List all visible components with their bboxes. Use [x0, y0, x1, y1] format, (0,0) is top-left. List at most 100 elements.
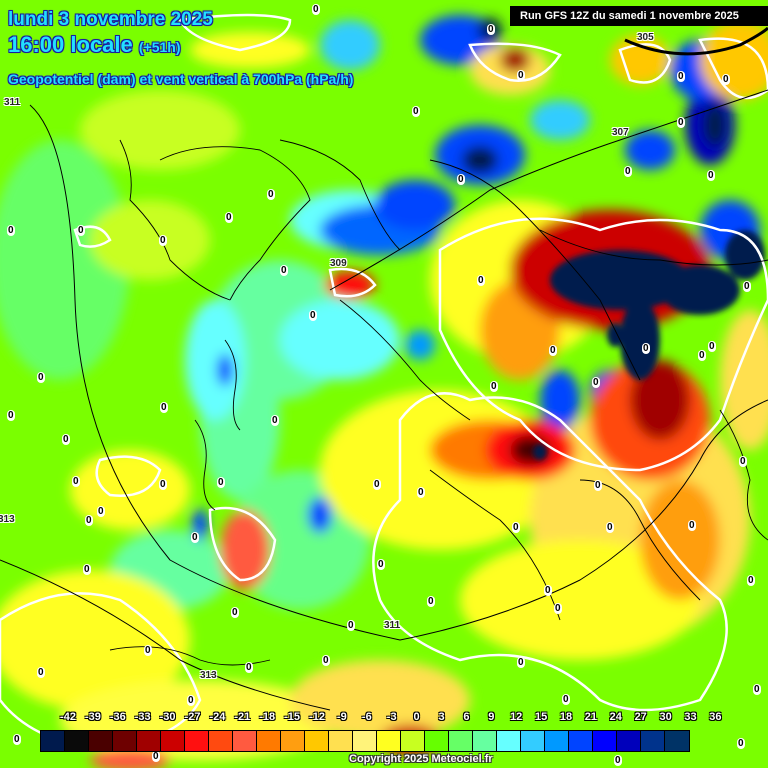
zero-contour-label: 0 [722, 74, 730, 85]
geopotential-label: 311 [384, 620, 401, 631]
zero-contour-label: 0 [688, 520, 696, 531]
colorbar-swatch [233, 731, 257, 751]
vertical-wind-field [0, 15, 768, 768]
colorbar-swatch [617, 731, 641, 751]
colorbar-tick-label: 0 [413, 711, 420, 723]
zero-contour-label: 0 [642, 343, 650, 354]
forecast-time: 16:00 locale (+51h) [8, 32, 181, 58]
zero-contour-label: 0 [62, 434, 70, 445]
colorbar-swatch [185, 731, 209, 751]
parameter-title: Geopotentiel (dam) et vent vertical à 70… [8, 71, 354, 87]
zero-contour-label: 0 [490, 381, 498, 392]
zero-contour-label: 0 [698, 350, 706, 361]
zero-contour-label: 0 [739, 456, 747, 467]
colorbar-tick-label: 24 [609, 711, 622, 723]
colorbar-swatch [377, 731, 401, 751]
copyright-notice: Copyright 2025 Meteociel.fr [349, 753, 493, 765]
colorbar-swatch [41, 731, 65, 751]
colorbar-tick-label: 18 [559, 711, 573, 723]
colorbar-swatch [257, 731, 281, 751]
zero-contour-label: 0 [517, 657, 525, 668]
zero-contour-label: 0 [624, 166, 632, 177]
colorbar-swatch [65, 731, 89, 751]
zero-contour-label: 0 [427, 596, 435, 607]
colorbar-tick-label: 3 [438, 711, 445, 723]
zero-contour-label: 0 [477, 275, 485, 286]
colorbar-tick-label: 12 [510, 711, 523, 723]
colorbar-tick-label: -18 [259, 711, 276, 723]
geopotential-label: 313 [0, 514, 15, 525]
zero-contour-label: 0 [72, 476, 80, 487]
zero-contour-label: 0 [562, 694, 570, 705]
colorbar-tick-label: -24 [209, 711, 226, 723]
zero-contour-label: 0 [377, 559, 385, 570]
zero-contour-label: 0 [549, 345, 557, 356]
zero-contour-label: 0 [747, 575, 755, 586]
zero-contour-label: 0 [347, 620, 355, 631]
colorbar-tick-label: -39 [84, 711, 101, 723]
zero-contour-label: 0 [77, 225, 85, 236]
zero-contour-label: 0 [37, 372, 45, 383]
geopotential-isolines [0, 89, 768, 711]
zero-contour-label: 0 [271, 415, 279, 426]
zero-contour-label: 0 [225, 212, 233, 223]
zero-contour-label: 0 [267, 189, 275, 200]
zero-contour-label: 0 [309, 310, 317, 321]
zero-contour-label: 0 [606, 522, 614, 533]
forecast-local-time: 16:00 locale [8, 32, 133, 57]
zero-contour-label: 0 [457, 174, 465, 185]
colorbar-tick-label: -33 [134, 711, 151, 723]
zero-contour-label: 0 [614, 755, 622, 766]
colorbar-tick-label: 33 [684, 711, 697, 723]
colorbar-swatch [473, 731, 497, 751]
forecast-lead-time: (+51h) [138, 39, 181, 55]
zero-contour-label: 0 [280, 265, 288, 276]
colorbar-swatch [305, 731, 329, 751]
zero-contour-label: 0 [245, 662, 253, 673]
colorbar-swatch [449, 731, 473, 751]
zero-contour-label: 0 [187, 695, 195, 706]
strong-ascent-area [533, 230, 765, 460]
geopotential-305-isoline [624, 26, 768, 56]
zero-contour-label: 0 [7, 410, 15, 421]
colorbar-swatch [209, 731, 233, 751]
colorbar-swatch [521, 731, 545, 751]
colorbar-tick-label: -12 [309, 711, 325, 723]
colorbar-swatch [545, 731, 569, 751]
forecast-date: lundi 3 novembre 2025 [8, 9, 213, 30]
colorbar-tick-label: 6 [463, 711, 470, 723]
zero-contour-label: 0 [144, 645, 152, 656]
colorbar-tick-label: -30 [159, 711, 176, 723]
colorbar-swatch [161, 731, 185, 751]
zero-contour-label: 0 [517, 70, 525, 81]
zero-contour-label: 0 [753, 684, 761, 695]
zero-contour-label: 0 [312, 4, 320, 15]
colorbar-swatch [329, 731, 353, 751]
colorbar-tick-label: -6 [361, 711, 372, 723]
colorbar-tick-label: 36 [709, 711, 722, 723]
zero-contour-label: 0 [373, 479, 381, 490]
model-run-banner: Run GFS 12Z du samedi 1 novembre 2025 [510, 6, 768, 26]
zero-contour-label: 0 [85, 515, 93, 526]
zero-contour-label: 0 [737, 738, 745, 749]
zero-contour-label: 0 [152, 751, 160, 762]
geopotential-label: 305 [637, 32, 654, 43]
colorbar-swatch [401, 731, 425, 751]
zero-contour-label: 0 [707, 170, 715, 181]
colorbar-tick-labels: -42 -39 -36 -33 -30 -27 -24 -21 -18 -15 -12 -9 -6 -3 0… [0, 711, 768, 727]
zero-contour-label: 0 [191, 532, 199, 543]
colorbar-tick-label: -42 [60, 711, 76, 723]
zero-contour-label: 0 [159, 235, 167, 246]
colorbar-tick-label: 15 [534, 711, 548, 723]
zero-contour-label: 0 [160, 402, 168, 413]
zero-contour-label: 0 [594, 480, 602, 491]
colorbar-swatch [113, 731, 137, 751]
zero-contour-label: 0 [708, 341, 716, 352]
colorbar-tick-label: -9 [337, 711, 347, 723]
zero-contour-label: 0 [592, 377, 600, 388]
geopotential-label: 313 [200, 670, 217, 681]
zero-contour-label: 0 [677, 117, 685, 128]
zero-contour-label: 0 [487, 24, 495, 35]
colorbar-legend [40, 730, 690, 752]
